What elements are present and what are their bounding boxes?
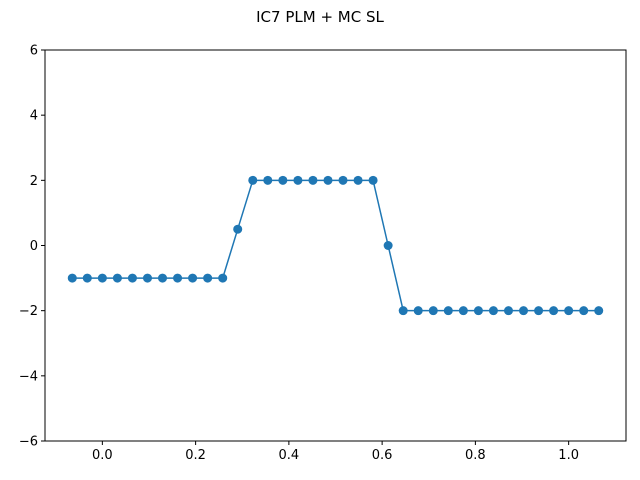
data-point — [173, 273, 183, 283]
data-point — [82, 273, 92, 283]
data-point — [458, 306, 468, 316]
data-point — [127, 273, 137, 283]
y-tick-label: −6 — [19, 435, 38, 450]
series-line — [72, 179, 599, 312]
x-axis-ticks: 0.0 0.2 0.4 0.6 0.8 1.0 — [92, 441, 579, 463]
data-point — [534, 306, 544, 316]
data-point — [203, 273, 213, 283]
plot-frame — [44, 49, 627, 442]
data-point — [443, 306, 453, 316]
data-point — [112, 273, 122, 283]
data-point — [233, 224, 243, 234]
data-point — [368, 175, 378, 185]
data-point — [594, 306, 604, 316]
data-point — [142, 273, 152, 283]
x-tick-label: 0.8 — [465, 448, 486, 463]
x-tick-label: 0.4 — [279, 448, 300, 463]
data-point — [248, 175, 258, 185]
chart-title: IC7 PLM + MC SL — [256, 8, 384, 26]
data-point — [293, 175, 303, 185]
x-tick-label: 0.2 — [185, 448, 206, 463]
data-point — [398, 306, 408, 316]
y-tick-label: 6 — [30, 44, 38, 59]
data-point — [473, 306, 483, 316]
data-point — [519, 306, 529, 316]
x-tick-label: 1.0 — [558, 448, 579, 463]
data-point — [158, 273, 168, 283]
data-point — [218, 273, 228, 283]
data-point — [428, 306, 438, 316]
data-point — [97, 273, 107, 283]
data-point — [383, 241, 393, 250]
y-tick-label: −4 — [19, 369, 38, 384]
x-tick-label: 0.6 — [372, 448, 393, 463]
y-tick-label: 0 — [30, 239, 38, 254]
data-point — [549, 306, 559, 316]
data-point — [353, 175, 363, 185]
data-point — [323, 175, 333, 185]
y-tick-label: 4 — [30, 109, 38, 124]
y-tick-label: −2 — [19, 304, 38, 319]
data-point — [503, 306, 513, 316]
y-axis-ticks: −6 −4 −2 0 2 4 6 — [19, 44, 45, 450]
data-point — [338, 175, 348, 185]
data-point — [564, 306, 574, 316]
x-tick-label: 0.0 — [92, 448, 113, 463]
y-tick-label: 2 — [30, 174, 38, 189]
data-point — [67, 273, 77, 283]
data-point — [278, 175, 288, 185]
data-point — [308, 175, 318, 185]
data-point — [188, 273, 198, 283]
data-point — [579, 306, 589, 316]
data-point — [413, 306, 423, 316]
data-point — [488, 306, 498, 316]
data-point — [263, 175, 273, 185]
plot-series — [67, 175, 604, 316]
